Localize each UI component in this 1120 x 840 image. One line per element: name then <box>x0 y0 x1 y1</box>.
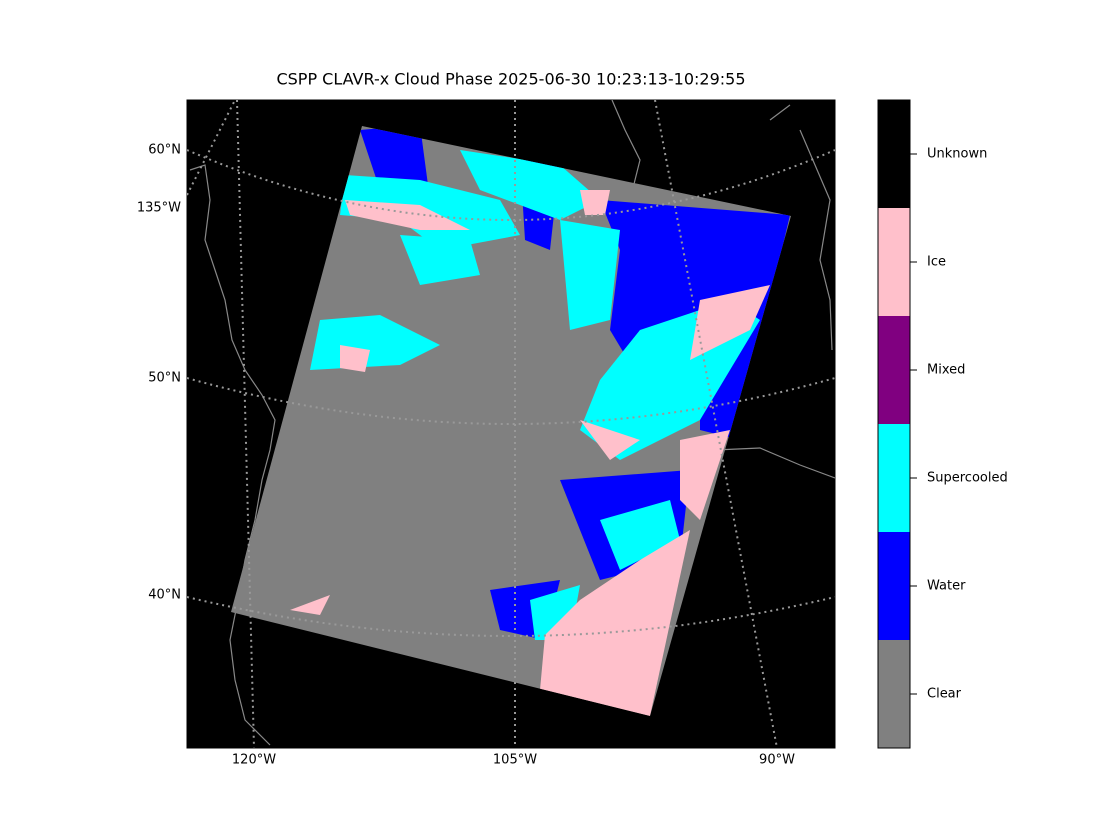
phase-patch <box>680 430 730 520</box>
legend-label: Ice <box>927 255 946 270</box>
phase-patch <box>580 190 610 215</box>
phase-patch <box>290 595 330 615</box>
lon-label: 105°W <box>493 753 537 768</box>
legend-label: Water <box>927 579 966 594</box>
phase-patch <box>340 345 370 372</box>
phase-patch <box>600 500 680 570</box>
phase-patch <box>540 530 690 716</box>
legend-swatch <box>878 100 910 208</box>
basemap <box>187 100 835 748</box>
legend-label: Mixed <box>927 363 965 378</box>
lon-label: 120°W <box>232 753 276 768</box>
legend-swatch <box>878 208 910 316</box>
map-title: CSPP CLAVR-x Cloud Phase 2025-06-30 10:2… <box>276 70 745 89</box>
colorbar-frame <box>877 99 911 749</box>
lat-label: 50°N <box>148 371 181 386</box>
lon-label: 135°W <box>137 201 181 216</box>
graticule <box>654 100 778 748</box>
phase-patch <box>400 235 480 285</box>
lon-label: 90°W <box>759 753 795 768</box>
legend-swatch <box>878 640 910 748</box>
lat-label: 60°N <box>148 143 181 158</box>
phase-patch <box>460 150 600 220</box>
legend-label: Unknown <box>927 147 987 162</box>
legend-label: Clear <box>927 687 962 702</box>
legend-label: Supercooled <box>927 471 1008 486</box>
coastline <box>611 100 835 479</box>
colorbar: Clear Water Supercooled Mixed Ice Unknown <box>878 100 1008 748</box>
cloud-phase-swath <box>231 126 791 716</box>
phase-patch <box>580 420 640 460</box>
lat-label: 40°N <box>148 588 181 603</box>
legend-swatch <box>878 316 910 424</box>
graticule <box>236 100 255 748</box>
phase-patch <box>560 220 620 330</box>
coastline <box>189 164 276 746</box>
legend-swatch <box>878 532 910 640</box>
phase-patch <box>690 285 770 360</box>
legend-swatch <box>878 424 910 532</box>
